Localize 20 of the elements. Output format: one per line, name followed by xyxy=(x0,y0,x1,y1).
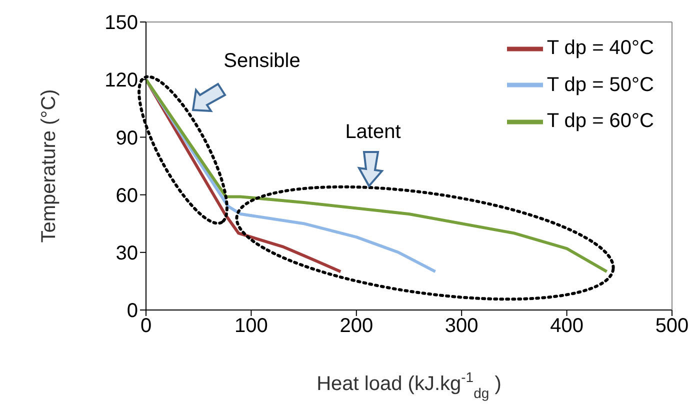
line-series xyxy=(146,78,608,274)
y-tick-label: 150 xyxy=(104,12,138,34)
x-tick-label: 100 xyxy=(234,315,268,338)
y-tick-label: 90 xyxy=(116,127,138,150)
legend-label: T dp = 50°C xyxy=(546,74,654,96)
y-tick-label: 120 xyxy=(104,70,138,92)
x-tick-label: 300 xyxy=(444,315,478,338)
y-tick-label: 0 xyxy=(126,300,138,322)
annotation: Latent xyxy=(345,121,402,143)
y-tick-label: 60 xyxy=(116,184,138,207)
legend-label: T dp = 60°C xyxy=(546,110,654,132)
x-tick-label: 500 xyxy=(655,315,689,338)
legend-label: T dp = 40°C xyxy=(546,37,654,59)
x-tick-label: 200 xyxy=(340,315,374,338)
y-tick-label: 30 xyxy=(116,242,138,264)
x-axis-title: Heat load (kJ.kg$^{-1}$$_{dg}$ ) xyxy=(316,369,502,401)
y-axis-title: Temperature (°C) xyxy=(38,89,60,243)
x-tick-label: 0 xyxy=(140,315,152,338)
annotation: Sensible xyxy=(224,50,300,72)
x-tick-label: 400 xyxy=(550,315,584,338)
